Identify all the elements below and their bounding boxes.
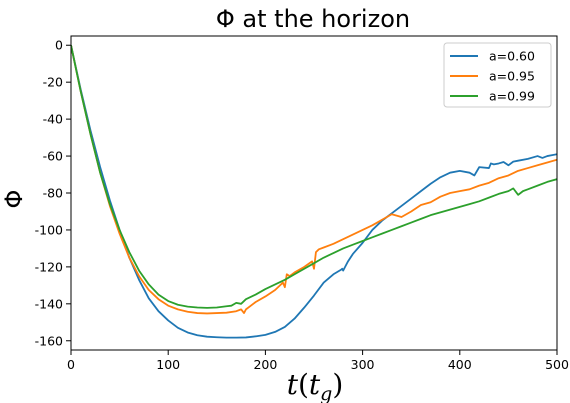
y-tick-label: 0: [55, 38, 63, 53]
x-tick-label: 300: [351, 357, 375, 372]
x-tick-label: 0: [67, 357, 75, 372]
y-axis-ticks: 0 -20 -40 -60 -80 -100 -120 -140 -160: [35, 38, 71, 348]
x-tick-label: 100: [156, 357, 180, 372]
y-axis-label: Φ: [0, 190, 28, 209]
x-axis-label-main: t: [287, 368, 299, 401]
y-tick-label: -80: [43, 186, 63, 201]
x-axis-label-paren-close: ): [332, 368, 343, 401]
series-group: [71, 45, 557, 339]
y-tick-label: -40: [43, 112, 63, 127]
y-tick-label: -140: [35, 296, 63, 311]
legend-box: [443, 42, 552, 108]
series-line-3: [71, 45, 557, 309]
x-axis-ticks: 0 100 200 300 400 500: [67, 350, 569, 372]
x-tick-label: 200: [253, 357, 277, 372]
x-axis-label: t(tg): [287, 368, 344, 403]
x-tick-label: 400: [448, 357, 472, 372]
legend-label: a=0.60: [489, 49, 535, 64]
x-axis-label-subscript: g: [320, 383, 332, 403]
series-line-2: [71, 45, 557, 315]
chart-title: Φ at the horizon: [216, 5, 410, 33]
legend: a=0.60 a=0.95 a=0.99: [443, 42, 552, 108]
y-tick-label: -20: [43, 75, 63, 90]
x-tick-label: 500: [545, 357, 569, 372]
legend-label: a=0.95: [489, 69, 535, 84]
y-tick-label: -60: [43, 149, 63, 164]
x-axis-label-paren-open: (: [298, 368, 309, 401]
y-tick-label: -100: [35, 222, 63, 237]
y-tick-label: -160: [35, 333, 63, 348]
legend-label: a=0.99: [489, 89, 535, 104]
x-axis-label-sub-base: t: [309, 368, 321, 401]
y-tick-label: -120: [35, 259, 63, 274]
series-line-1: [71, 45, 557, 339]
